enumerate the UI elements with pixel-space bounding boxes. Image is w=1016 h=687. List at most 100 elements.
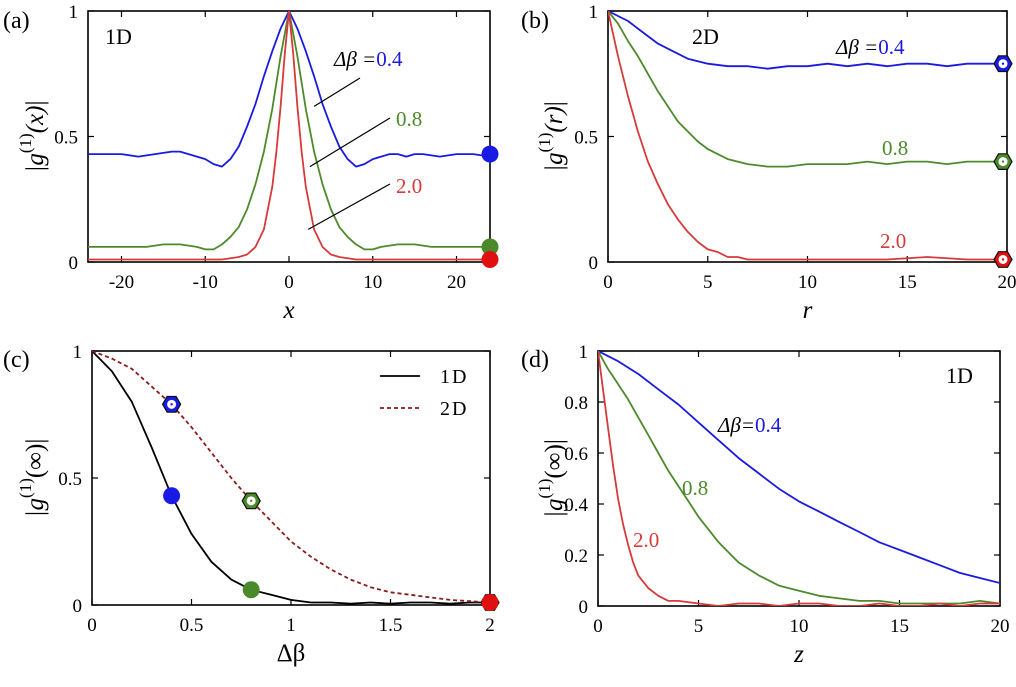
x-tick-label: 2 (485, 615, 495, 636)
y-title-suffix: | (22, 101, 49, 106)
series-group (598, 351, 1000, 606)
y-tick-label: 0.2 (564, 546, 588, 567)
y-tick-label: 0 (69, 253, 79, 274)
hexagon-marker-dot (1001, 62, 1005, 65)
y-tick-label: 0.5 (574, 128, 598, 149)
x-tick-label: 0 (284, 272, 294, 293)
y-axis-title: |g(1)(∞)| (535, 439, 568, 518)
inset-label: 1D (946, 363, 973, 388)
series-line-2D (92, 351, 490, 604)
markers-group (481, 145, 499, 268)
y-tick-label: 0.5 (54, 128, 78, 149)
legend-label: 2D (440, 398, 468, 420)
x-tick-label: 1.5 (379, 615, 403, 636)
legend-label: 1D (440, 366, 468, 388)
y-title-arg: (∞) (22, 444, 49, 478)
series-annotation: 2.0 (633, 528, 659, 552)
x-tick-label: 0 (593, 616, 603, 637)
series-line-0-8 (608, 11, 1007, 168)
x-tick-label: 15 (898, 272, 917, 293)
panel-label: (c) (3, 347, 30, 373)
y-tick-label: 1 (73, 342, 83, 363)
y-tick-label: 1 (589, 2, 599, 23)
annotation-leader-line (313, 77, 361, 107)
circle-marker (163, 487, 181, 505)
annotation-value: 0.8 (682, 476, 708, 500)
hexagon-marker-dot (170, 403, 173, 406)
y-tick-label: 1 (579, 342, 589, 363)
x-axis-title: Δβ (277, 640, 306, 667)
x-tick-label: 20 (998, 272, 1016, 293)
hexagon-marker-dot (1001, 258, 1005, 261)
y-tick-label: 0.5 (58, 469, 82, 490)
panel-d: 0 5 10 15 20 0 0.2 0.4 0.6 0.8 1 (d) 1D z |g(1)(∞)| Δβ=… (521, 342, 1010, 668)
circle-marker (481, 145, 499, 163)
series-line-1D (92, 351, 490, 605)
series-annotation: 2.0 (396, 174, 422, 198)
x-tick-label: 5 (694, 616, 704, 637)
y-title-sup: (1) (16, 478, 35, 498)
x-tick-label: 10 (798, 272, 817, 293)
x-tick-label: 10 (790, 616, 809, 637)
y-title-suffix: | (22, 439, 49, 444)
series-annotation: 0.8 (882, 136, 908, 160)
annotation-value: 0.8 (882, 136, 908, 160)
series-annotation: 0.8 (682, 476, 708, 500)
annotation-value: 2.0 (396, 174, 422, 198)
annotation-leader-line (307, 183, 391, 230)
y-title-suffix: | (541, 439, 568, 444)
series-line--0-4 (608, 11, 1007, 70)
circle-marker (481, 250, 499, 268)
y-title-arg: (x) (22, 106, 49, 134)
panel-b: 0 5 10 15 20 0 0.5 1 (b) 2D r |g(1)(r)| Δβ =0.4 0.8 2.… (521, 2, 1016, 324)
annotation-leader-line (309, 117, 391, 168)
y-title-suffix: | (541, 101, 568, 106)
x-tick-label: 0 (87, 615, 97, 636)
annotation-prefix: Δβ = (835, 35, 878, 59)
markers-group (993, 55, 1013, 268)
y-title-sup: (1) (535, 133, 554, 153)
annotation-value: 2.0 (880, 229, 906, 253)
series-annotation: Δβ =0.4 (333, 47, 403, 71)
y-tick-label: 0 (73, 596, 83, 617)
series-line-2-0 (88, 11, 490, 261)
panel-label: (a) (3, 8, 30, 34)
y-axis-title: |g(1)(∞)| (16, 439, 49, 518)
annotation-value: 0.8 (396, 107, 422, 131)
circle-marker (242, 581, 260, 599)
y-tick-label: 0 (579, 597, 589, 618)
inset-label: 2D (692, 24, 719, 49)
panel-label: (d) (521, 347, 549, 373)
inset-label: 1D (105, 24, 132, 49)
hexagon-marker-dot (250, 499, 253, 503)
x-tick-label: 20 (447, 272, 466, 293)
x-tick-label: 20 (991, 616, 1010, 637)
x-tick-label: 0 (603, 272, 613, 293)
annotation-prefix: Δβ = (333, 47, 376, 71)
series-line-0-8 (88, 11, 490, 251)
series-group (608, 11, 1007, 261)
series-line-2-0 (598, 351, 1000, 606)
plot-frame (87, 10, 491, 263)
plot-frame (91, 350, 491, 606)
series-line--0-4 (88, 11, 490, 168)
markers-group (161, 395, 500, 611)
y-title-prefix: |g (22, 153, 49, 172)
x-tick-label: 15 (890, 616, 909, 637)
y-title-prefix: |g (541, 498, 568, 517)
series-annotation: 2.0 (880, 229, 906, 253)
series-group (88, 11, 490, 261)
x-axis-title: r (803, 297, 813, 324)
y-tick-label: 0.4 (564, 495, 588, 516)
y-tick-label: 1 (69, 2, 79, 23)
x-tick-label: -10 (193, 272, 218, 293)
y-tick-label: 0.6 (564, 444, 588, 465)
x-tick-label: -20 (109, 272, 134, 293)
y-title-prefix: |g (541, 152, 568, 171)
series-annotation: Δβ =0.4 (835, 35, 905, 59)
y-tick-label: 0.8 (564, 393, 588, 414)
